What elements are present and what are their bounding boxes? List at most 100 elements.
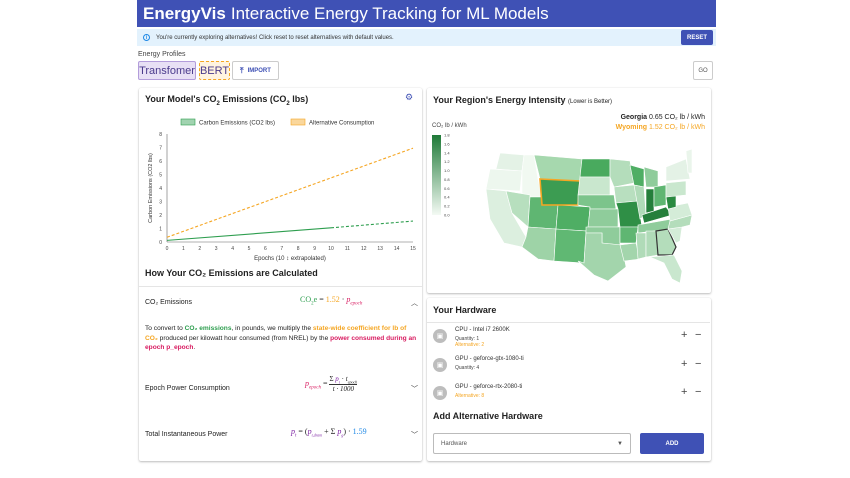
legend-swatch <box>290 118 306 126</box>
app-tagline: Interactive Energy Tracking for ML Model… <box>230 3 549 23</box>
add-hardware-button[interactable]: ADD <box>640 433 704 454</box>
calc-row-label: CO₂ Emissions <box>145 299 193 306</box>
x-tick-label: 10 <box>328 246 334 252</box>
state-montana[interactable] <box>533 154 583 182</box>
color-scale-tick: 1.6 <box>444 141 450 146</box>
color-scale: 1.8 1.6 1.4 1.2 1.0 0.8 0.6 0.4 0.2 0.0 <box>432 133 450 218</box>
state-minnesota[interactable] <box>609 158 635 188</box>
chevron-down-icon[interactable]: ﹀ <box>411 386 418 393</box>
minus-icon[interactable]: − <box>695 358 702 370</box>
x-tick-label: 15 <box>410 246 416 252</box>
hardware-select[interactable]: Hardware ▼ <box>433 433 631 454</box>
map-card-title: Your Region's Energy Intensity (Lower is… <box>433 95 613 105</box>
state-georgia[interactable] <box>655 228 677 256</box>
hardware-quantity: Quantity: 1 <box>455 336 480 342</box>
profile-bert-button[interactable]: BERT <box>199 61 230 80</box>
hardware-select-value: Hardware <box>441 440 468 447</box>
x-tick-label: 12 <box>361 246 367 252</box>
y-tick-label: 1 <box>159 227 162 233</box>
state-florida[interactable] <box>649 254 683 283</box>
state-kansas[interactable] <box>587 208 619 228</box>
color-scale-tick: 1.0 <box>444 168 450 173</box>
profile-transformer-button[interactable]: Transfomer <box>138 61 196 80</box>
divider <box>427 322 710 323</box>
calc-row-label: Epoch Power Consumption <box>145 385 230 392</box>
color-scale-tick: 0.2 <box>444 204 450 209</box>
state-new-york[interactable] <box>665 158 691 182</box>
state-colorado[interactable] <box>555 204 591 232</box>
hardware-alternative: Alternative: 8 <box>455 393 485 399</box>
plus-icon[interactable]: + <box>681 358 688 370</box>
intensity-readouts: Georgia 0.65 CO₂ lb / kWh Wyoming 1.52 C… <box>616 113 705 133</box>
state-wyoming[interactable] <box>539 178 581 206</box>
chevron-up-icon[interactable]: ︿ <box>411 300 418 307</box>
legend-label: Alternative Consumption <box>309 121 374 127</box>
gpu-chip-icon: ▣ <box>433 358 447 372</box>
state-oregon[interactable] <box>485 168 523 192</box>
y-tick-label: 4 <box>159 186 162 192</box>
add-hardware-title: Add Alternative Hardware <box>433 411 543 421</box>
state-arizona[interactable] <box>521 226 557 262</box>
alert-message: You're currently exploring alternatives!… <box>156 34 394 41</box>
x-tick-label: 9 <box>313 246 316 252</box>
import-label: IMPORT <box>247 67 271 74</box>
y-tick-label: 3 <box>159 200 162 206</box>
x-tick-label: 0 <box>166 246 169 252</box>
state-washington[interactable] <box>495 152 525 172</box>
y-tick-label: 2 <box>159 213 162 219</box>
co2-equation: CO2e = 1.52 · pepoch <box>300 295 363 307</box>
hardware-quantity: Quantity: 4 <box>455 365 480 371</box>
reset-button[interactable]: RESET <box>681 30 713 45</box>
state-new-mexico[interactable] <box>553 228 587 264</box>
x-tick-label: 3 <box>215 246 218 252</box>
y-axis-label: Carbon Emissions (CO2 lbs) <box>148 153 154 223</box>
state-arkansas[interactable] <box>619 226 639 244</box>
calc-row-total-power[interactable]: Total Instantaneous Power pt = (pt,dram … <box>145 427 418 439</box>
x-tick-label: 4 <box>231 246 234 252</box>
plus-icon[interactable]: + <box>681 329 688 341</box>
app-bar: EnergyVis Interactive Energy Tracking fo… <box>137 0 716 27</box>
plus-icon[interactable]: + <box>681 386 688 398</box>
calc-row-epoch-power[interactable]: Epoch Power Consumption pepoch = Σ pt · … <box>145 375 418 393</box>
state-michigan[interactable] <box>643 166 659 188</box>
color-scale-tick: 0.4 <box>444 195 450 200</box>
legend-label: Carbon Emissions (CO2 lbs) <box>199 121 275 127</box>
x-axis-label: Epochs (10 ↕ extrapolated) <box>254 256 326 262</box>
import-button[interactable]: ⤒ IMPORT <box>232 61 279 80</box>
cpu-chip-icon: ▣ <box>433 329 447 343</box>
hardware-item: ▣ GPU - geforce-rtx-2080-ti Alternative:… <box>433 384 705 404</box>
chevron-down-icon[interactable]: ﹀ <box>411 432 418 439</box>
state-new-england[interactable] <box>685 148 692 174</box>
state-pennsylvania[interactable] <box>665 180 687 198</box>
state-north-dakota[interactable] <box>579 158 611 178</box>
state-louisiana[interactable] <box>619 242 641 262</box>
minus-icon[interactable]: − <box>695 329 702 341</box>
state-texas[interactable] <box>577 232 627 282</box>
y-tick-label: 6 <box>159 159 162 165</box>
caret-down-icon: ▼ <box>617 441 623 447</box>
total-power-equation: pt = (pt,dram + Σ pg) · 1.59 <box>291 427 367 439</box>
color-scale-tick: 0.0 <box>444 213 450 218</box>
x-tick-label: 11 <box>345 246 350 252</box>
y-tick-label: 0 <box>159 240 162 246</box>
series-line-carbon-emissions-extrapolated <box>330 220 414 229</box>
hardware-alternative: Alternative: 2 <box>455 342 485 348</box>
calc-row-co2-emissions[interactable]: CO₂ Emissions CO2e = 1.52 · pepoch ︿ <box>145 295 418 307</box>
calc-title: How Your CO₂ Emissions are Calculated <box>145 268 318 278</box>
x-tick-label: 1 <box>182 246 185 252</box>
minus-icon[interactable]: − <box>695 386 702 398</box>
state-wisconsin[interactable] <box>629 164 645 188</box>
go-button[interactable]: GO <box>693 61 713 80</box>
x-tick-label: 6 <box>264 246 267 252</box>
state-mississippi[interactable] <box>635 232 647 260</box>
readout-wyoming: Wyoming 1.52 CO₂ lb / kWh <box>615 124 705 131</box>
us-map <box>485 148 692 283</box>
state-indiana[interactable] <box>645 188 655 214</box>
state-south-dakota[interactable] <box>577 176 611 196</box>
state-ohio[interactable] <box>653 184 667 208</box>
x-tick-label: 7 <box>280 246 283 252</box>
gear-icon[interactable]: ⚙ <box>405 92 414 102</box>
color-scale-tick: 0.6 <box>444 186 450 191</box>
hardware-name: GPU - geforce-rtx-2080-ti <box>455 384 523 390</box>
